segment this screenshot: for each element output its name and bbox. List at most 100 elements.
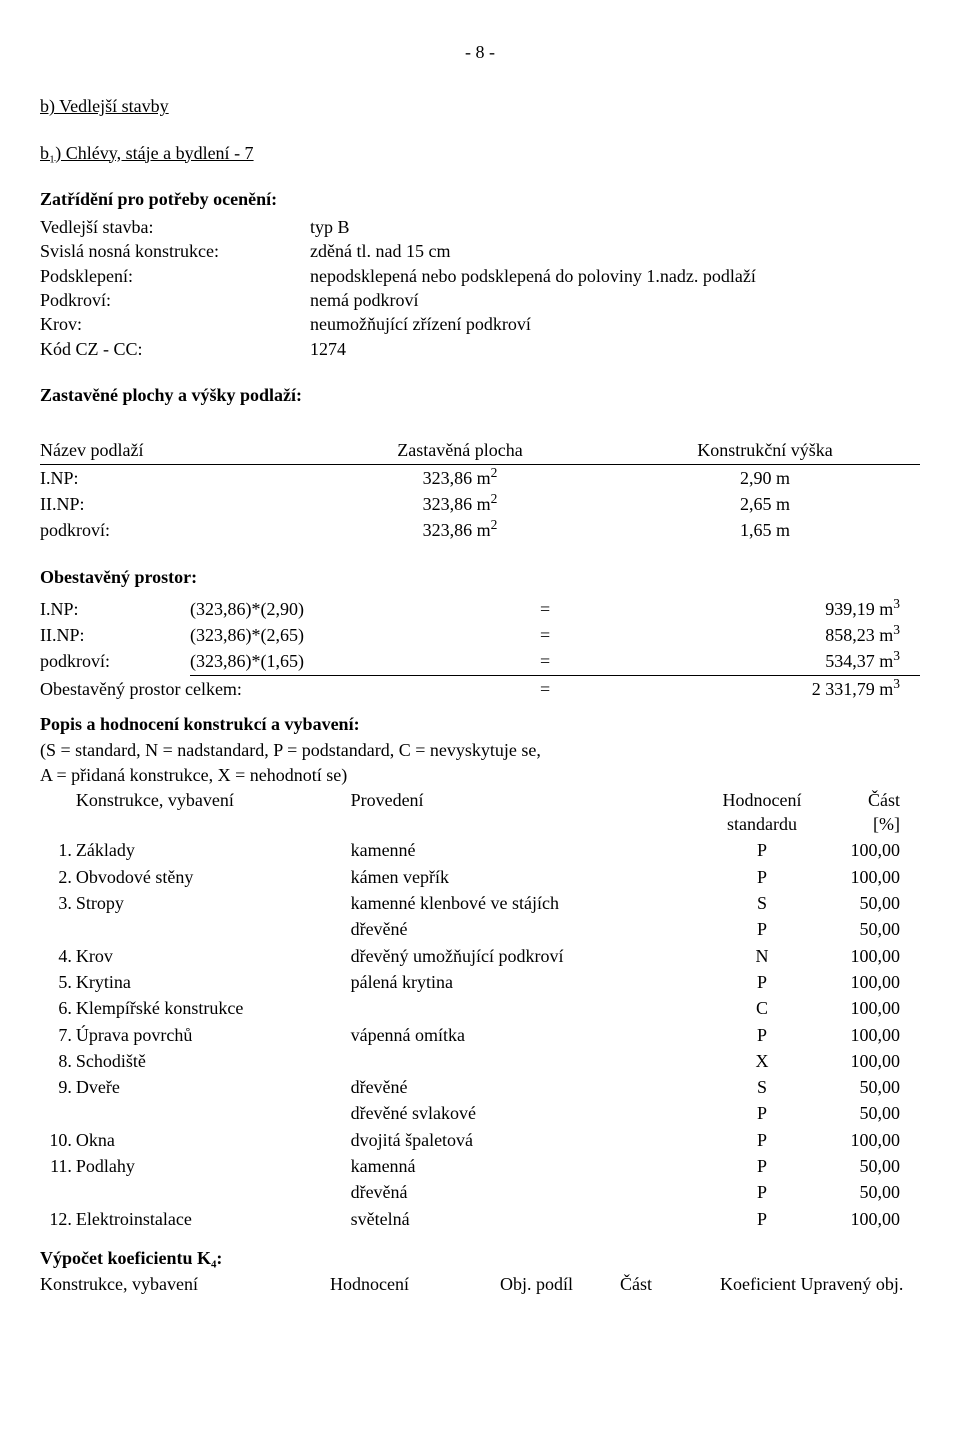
item-cast: 50,00	[804, 890, 920, 916]
item-row: 4.Krovdřevěný umožňující podkrovíN100,00	[40, 943, 920, 969]
obest-n1: II.NP:	[40, 622, 190, 648]
k4-title: Výpočet koeficientu K₄:	[40, 1246, 920, 1270]
item-hod: X	[720, 1048, 803, 1074]
item-name: Obvodové stěny	[76, 864, 351, 890]
obest-table: I.NP: (323,86)*(2,90) = 939,19 m3 II.NP:…	[40, 596, 920, 702]
item-cast: 50,00	[804, 1074, 920, 1100]
item-name: Dveře	[76, 1074, 351, 1100]
item-cast: 50,00	[804, 1100, 920, 1126]
k4-header-row: Konstrukce, vybavení Hodnocení Obj. podí…	[40, 1272, 920, 1296]
obest-title: Obestavěný prostor:	[40, 565, 920, 589]
item-num: 6.	[40, 995, 76, 1021]
obest-n0: I.NP:	[40, 596, 190, 622]
item-hod: P	[720, 1206, 803, 1232]
item-prov: dřevěné	[351, 1074, 721, 1100]
item-hod: P	[720, 916, 803, 942]
item-num: 9.	[40, 1074, 76, 1100]
legend-line1: (S = standard, N = nadstandard, P = pods…	[40, 738, 920, 762]
item-hod: P	[720, 1127, 803, 1153]
zast-h1: Název podlaží	[40, 437, 310, 464]
item-prov: dřevěná	[351, 1179, 721, 1205]
item-cast: 100,00	[804, 969, 920, 995]
item-row: 11.PodlahykamennáP50,00	[40, 1153, 920, 1179]
item-hod: S	[720, 890, 803, 916]
items-h4: Část[%]	[804, 787, 920, 838]
item-num: 1.	[40, 837, 76, 863]
item-row: dřevěnáP50,00	[40, 1179, 920, 1205]
k4-f2: Hodnocení	[330, 1272, 500, 1296]
item-row: 5.Krytinapálená krytinaP100,00	[40, 969, 920, 995]
item-num: 8.	[40, 1048, 76, 1074]
zatrideni-title: Zatřídění pro potřeby ocenění:	[40, 187, 920, 211]
item-prov: pálená krytina	[351, 969, 721, 995]
item-num	[40, 1179, 76, 1205]
item-cast: 50,00	[804, 1153, 920, 1179]
item-hod: P	[720, 1022, 803, 1048]
item-cast: 50,00	[804, 1179, 920, 1205]
page-number: - 8 -	[40, 40, 920, 64]
item-row: 2.Obvodové stěnykámen vepříkP100,00	[40, 864, 920, 890]
item-prov: dřevěný umožňující podkroví	[351, 943, 721, 969]
item-num: 3.	[40, 890, 76, 916]
zast-v1: 2,65 m	[610, 491, 920, 517]
items-table: Konstrukce, vybavení Provedení Hodnocení…	[40, 787, 920, 1232]
item-cast: 100,00	[804, 943, 920, 969]
item-hod: P	[720, 1100, 803, 1126]
item-row: 8.SchodištěX100,00	[40, 1048, 920, 1074]
k4-f4: Část	[620, 1272, 720, 1296]
item-name: Elektroinstalace	[76, 1206, 351, 1232]
item-prov: kamenné	[351, 837, 721, 863]
item-row: 7.Úprava povrchůvápenná omítkaP100,00	[40, 1022, 920, 1048]
section-b-heading: b) Vedlejší stavby	[40, 94, 920, 118]
item-name: Schodiště	[76, 1048, 351, 1074]
item-num	[40, 916, 76, 942]
zast-a1: 323,86 m2	[310, 491, 610, 517]
item-num	[40, 1100, 76, 1126]
kv-podskl-label: Podsklepení:	[40, 264, 310, 288]
items-h1: Konstrukce, vybavení	[76, 787, 351, 838]
item-hod: P	[720, 969, 803, 995]
item-cast: 100,00	[804, 995, 920, 1021]
item-num: 2.	[40, 864, 76, 890]
item-row: 10.Oknadvojitá špaletováP100,00	[40, 1127, 920, 1153]
item-prov: kámen vepřík	[351, 864, 721, 890]
item-num: 5.	[40, 969, 76, 995]
obest-sum-label: Obestavěný prostor celkem:	[40, 675, 540, 702]
kv-block: Vedlejší stavba: typ B Svislá nosná kons…	[40, 215, 920, 361]
item-num: 12.	[40, 1206, 76, 1232]
section-b1-heading: b₁) Chlévy, stáje a bydlení - 7	[40, 141, 920, 165]
kv-stavba-label: Vedlejší stavba:	[40, 215, 310, 239]
item-name: Úprava povrchů	[76, 1022, 351, 1048]
item-prov: kamenná	[351, 1153, 721, 1179]
obest-eq1: =	[540, 622, 600, 648]
item-cast: 50,00	[804, 916, 920, 942]
item-hod: P	[720, 1153, 803, 1179]
kv-podkr-value: nemá podkroví	[310, 288, 920, 312]
item-hod: P	[720, 1179, 803, 1205]
item-name: Krytina	[76, 969, 351, 995]
page: - 8 - b) Vedlejší stavby b₁) Chlévy, stá…	[0, 0, 960, 1356]
item-num: 7.	[40, 1022, 76, 1048]
kv-kod-value: 1274	[310, 337, 920, 361]
k4-f5: Koeficient Upravený obj.	[720, 1272, 920, 1296]
kv-krov-value: neumožňující zřízení podkroví	[310, 312, 920, 336]
obest-sum-eq: =	[540, 675, 600, 702]
zast-n1: II.NP:	[40, 491, 310, 517]
item-num: 4.	[40, 943, 76, 969]
obest-f0: (323,86)*(2,90)	[190, 596, 540, 622]
item-prov: světelná	[351, 1206, 721, 1232]
kv-stavba-value: typ B	[310, 215, 920, 239]
obest-n2: podkroví:	[40, 648, 190, 675]
zast-a0: 323,86 m2	[310, 464, 610, 491]
item-num: 10.	[40, 1127, 76, 1153]
legend-line2: A = přidaná konstrukce, X = nehodnotí se…	[40, 763, 920, 787]
kv-podkr-label: Podkroví:	[40, 288, 310, 312]
obest-v1: 858,23 m3	[600, 622, 920, 648]
item-row: 9.DveředřevěnéS50,00	[40, 1074, 920, 1100]
item-row: dřevěnéP50,00	[40, 916, 920, 942]
item-name	[76, 1100, 351, 1126]
item-cast: 100,00	[804, 864, 920, 890]
k4-f1: Konstrukce, vybavení	[40, 1272, 330, 1296]
item-num: 11.	[40, 1153, 76, 1179]
obest-eq2: =	[540, 648, 600, 675]
